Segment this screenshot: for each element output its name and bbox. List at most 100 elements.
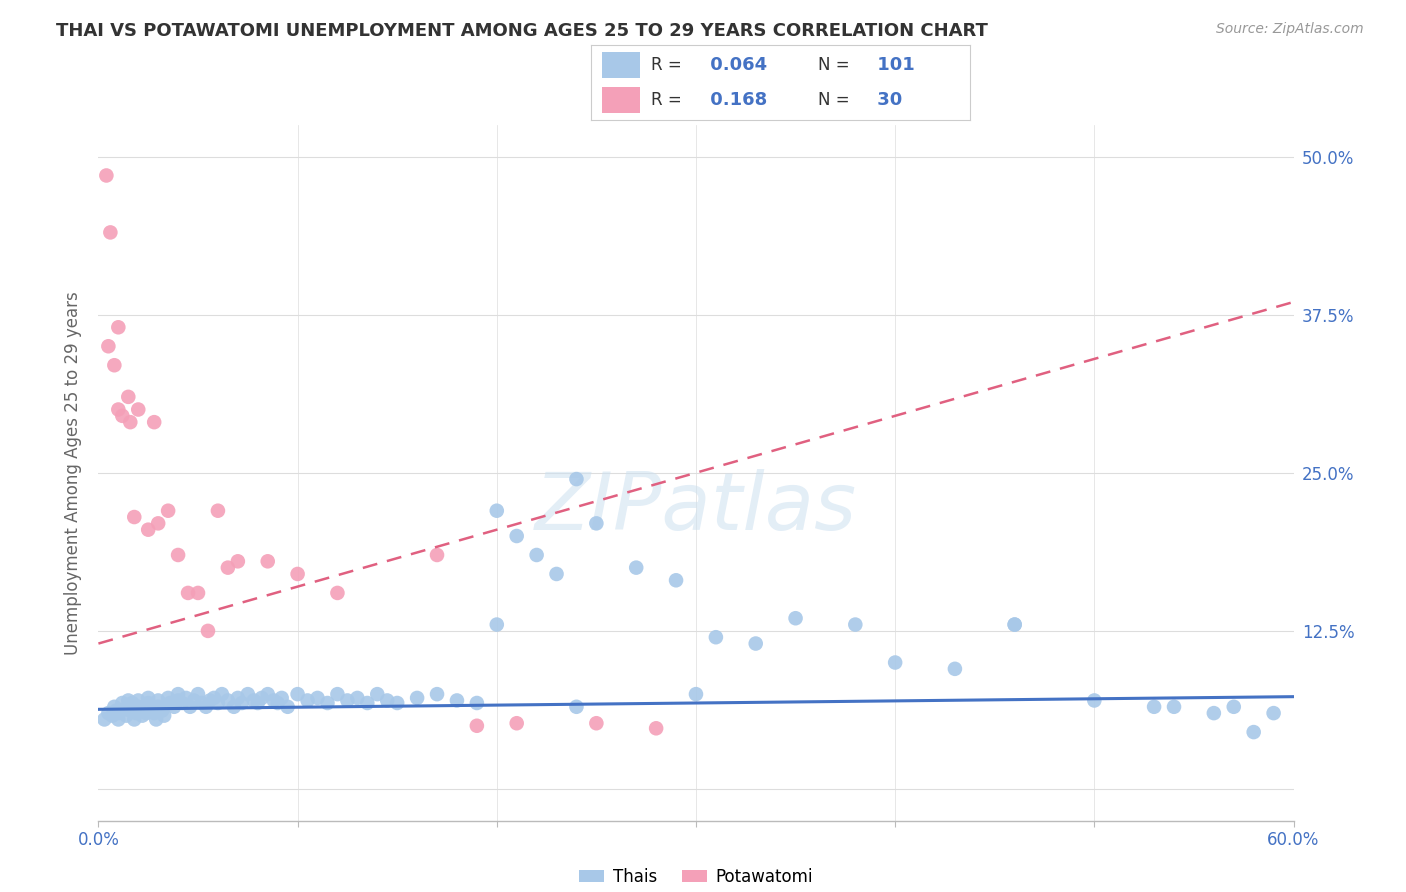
Point <box>202 690 225 705</box>
Point <box>131 708 153 723</box>
Point <box>136 690 159 705</box>
Point <box>256 554 278 568</box>
Point <box>884 656 907 670</box>
Point <box>141 699 163 714</box>
Point <box>191 696 214 710</box>
Point <box>785 611 807 625</box>
Point <box>145 713 167 727</box>
Point <box>231 696 253 710</box>
Point <box>207 696 229 710</box>
Point <box>745 636 768 650</box>
Point <box>135 706 157 720</box>
Point <box>585 516 607 531</box>
Point <box>159 696 181 710</box>
Point <box>1004 617 1026 632</box>
Point <box>277 699 299 714</box>
Point <box>506 529 529 543</box>
Point <box>97 706 120 720</box>
Text: 0.168: 0.168 <box>704 91 768 109</box>
Point <box>385 696 409 710</box>
Point <box>167 687 190 701</box>
Bar <box>602 87 640 112</box>
Point <box>465 719 488 733</box>
Point <box>105 704 128 718</box>
Point <box>163 699 186 714</box>
Point <box>115 708 138 723</box>
Point <box>174 690 197 705</box>
Point <box>93 713 115 727</box>
Point <box>103 358 125 372</box>
Point <box>148 516 170 531</box>
Point <box>565 699 588 714</box>
Point <box>465 696 488 710</box>
Point <box>167 693 190 707</box>
Point <box>153 708 176 723</box>
Point <box>127 693 149 707</box>
Point <box>526 548 548 562</box>
Point <box>485 617 508 632</box>
Point <box>177 586 200 600</box>
Point <box>356 696 378 710</box>
Point <box>446 693 468 707</box>
Point <box>183 693 205 707</box>
Point <box>250 690 273 705</box>
Point <box>307 690 329 705</box>
Point <box>546 566 568 581</box>
Point <box>117 390 139 404</box>
Point <box>157 504 180 518</box>
Point <box>111 409 134 423</box>
Point <box>107 320 129 334</box>
Point <box>124 713 146 727</box>
Point <box>97 339 120 353</box>
Point <box>943 662 966 676</box>
Point <box>1202 706 1225 720</box>
Point <box>287 566 309 581</box>
Point <box>426 548 449 562</box>
Point <box>1222 699 1246 714</box>
Point <box>179 699 201 714</box>
Point <box>236 687 259 701</box>
Point <box>565 472 588 486</box>
Text: Source: ZipAtlas.com: Source: ZipAtlas.com <box>1216 22 1364 37</box>
Point <box>120 415 142 429</box>
Point <box>172 696 194 710</box>
Point <box>129 704 152 718</box>
Point <box>287 687 309 701</box>
Point <box>125 706 148 720</box>
Point <box>1004 617 1026 632</box>
Point <box>148 699 170 714</box>
Text: THAI VS POTAWATOMI UNEMPLOYMENT AMONG AGES 25 TO 29 YEARS CORRELATION CHART: THAI VS POTAWATOMI UNEMPLOYMENT AMONG AG… <box>56 22 988 40</box>
Point <box>226 554 249 568</box>
Point <box>111 696 134 710</box>
Text: 0.064: 0.064 <box>704 56 768 74</box>
Point <box>120 704 142 718</box>
Point <box>143 415 166 429</box>
Point <box>1083 693 1105 707</box>
Point <box>107 706 129 720</box>
Point <box>366 687 388 701</box>
Point <box>1263 706 1285 720</box>
Point <box>107 713 129 727</box>
Point <box>1143 699 1166 714</box>
Point <box>127 699 149 714</box>
Point <box>346 690 368 705</box>
Point <box>1243 725 1265 739</box>
Point <box>217 693 239 707</box>
Point <box>297 693 319 707</box>
Text: 30: 30 <box>872 91 903 109</box>
Point <box>226 690 249 705</box>
Point <box>187 586 209 600</box>
Point <box>217 560 239 574</box>
Point <box>136 696 159 710</box>
Point <box>107 402 129 417</box>
Point <box>197 624 219 638</box>
Point <box>685 687 707 701</box>
Point <box>406 690 429 705</box>
Text: 101: 101 <box>872 56 915 74</box>
Point <box>136 523 159 537</box>
Point <box>112 702 135 716</box>
Point <box>194 699 218 714</box>
Point <box>148 693 170 707</box>
Point <box>256 687 278 701</box>
Point <box>222 699 245 714</box>
